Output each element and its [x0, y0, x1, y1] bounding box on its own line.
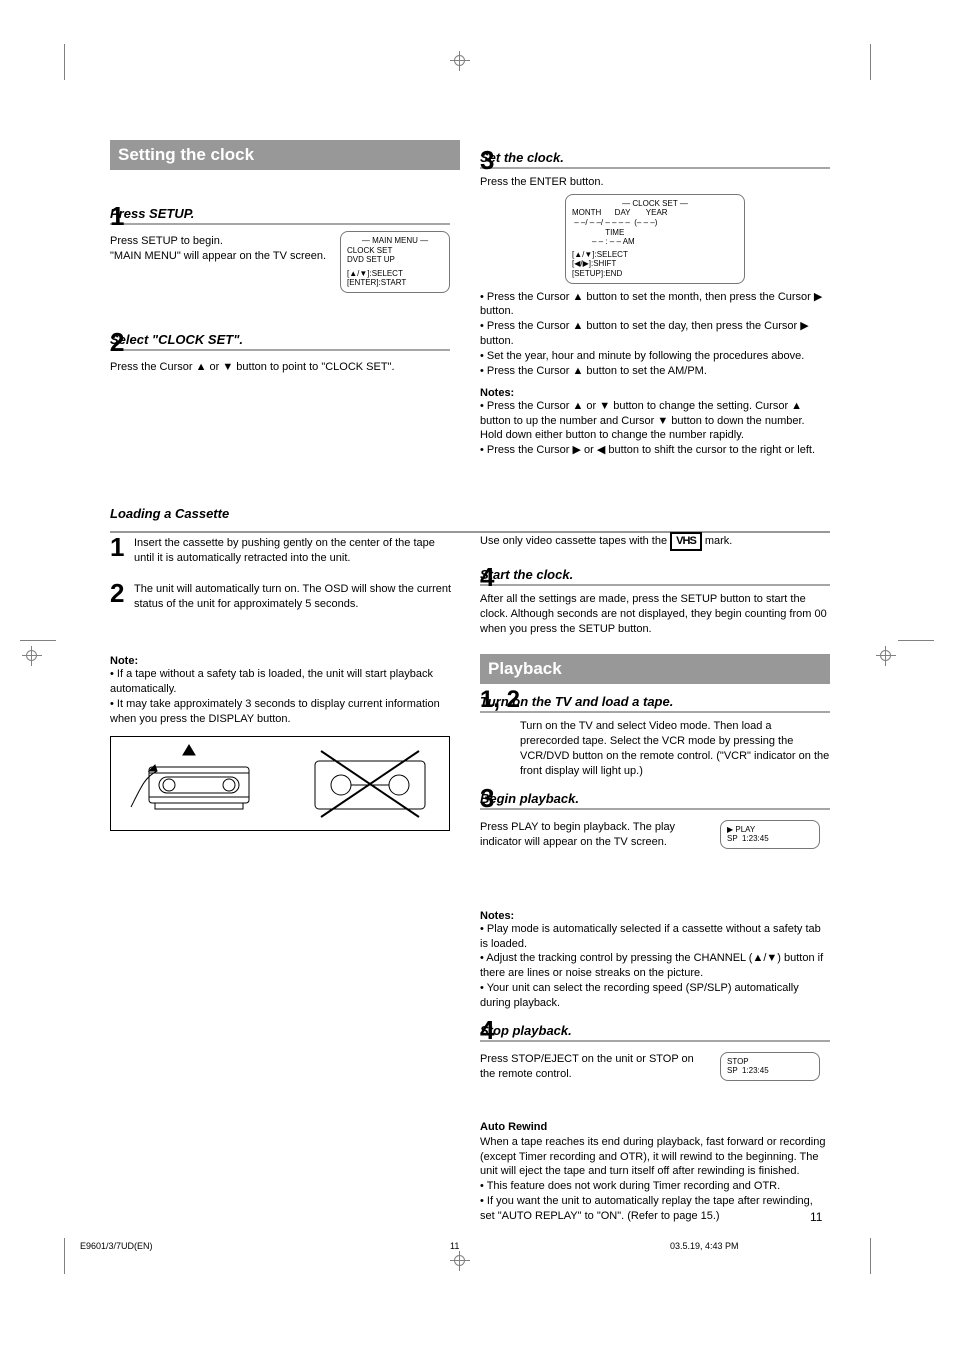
registration-mark [885, 646, 886, 666]
autorewind-note: • This feature does not work during Time… [480, 1179, 830, 1194]
note-title: Note: [110, 655, 460, 667]
clock-step3-note: • Press the Cursor ▶ or ◀ button to shif… [480, 443, 830, 458]
registration-mark [459, 1251, 460, 1271]
playback-step3-text: Press PLAY to begin playback. The play i… [480, 820, 710, 850]
step-number: 2 [110, 578, 124, 609]
note-title: Notes: [480, 387, 830, 399]
crop-mark [20, 640, 56, 641]
rule [480, 1040, 830, 1042]
rule [480, 584, 830, 586]
cassette-note1: • If a tape without a safety tab is load… [110, 667, 460, 697]
osd-footer: [▲/▼]:SELECT[ENTER]:START [347, 269, 443, 288]
step-number: 1 [110, 201, 124, 232]
rule [110, 223, 450, 225]
rule [480, 711, 830, 713]
osd-main-menu: — MAIN MENU — CLOCK SETDVD SET UP [▲/▼]:… [340, 231, 450, 293]
autorewind-text: When a tape reaches its end during playb… [480, 1135, 830, 1180]
cassette-note2: • It may take approximately 3 seconds to… [110, 697, 460, 727]
clock-step3-text: Press the ENTER button. [480, 175, 830, 190]
registration-mark [450, 60, 470, 61]
registration-mark [450, 1260, 470, 1261]
clock-step4-text: After all the settings are made, press t… [480, 592, 830, 637]
autorewind-title: Auto Rewind [480, 1120, 830, 1135]
osd-labels: MONTH DAY YEAR [572, 208, 738, 218]
crop-mark [870, 44, 871, 80]
cassette-step2-text: The unit will automatically turn on. The… [134, 582, 454, 612]
clock-step1-text: Press SETUP to begin."MAIN MENU" will ap… [110, 234, 330, 264]
crop-mark [870, 1238, 871, 1274]
osd-time-label: TIME [572, 228, 738, 238]
playback-note: • Adjust the tracking control by pressin… [480, 951, 830, 981]
playback-note: • Your unit can select the recording spe… [480, 981, 830, 1011]
osd-stop: STOP SP 1:23:45 [720, 1052, 820, 1081]
clock-step3-note: • Press the Cursor ▲ or ▼ button to chan… [480, 399, 830, 444]
osd-play-title: ▶ PLAY [727, 825, 813, 835]
footer-page: 11 [450, 1240, 459, 1252]
section-header-playback: Playback [480, 654, 830, 684]
clock-step3-heading: Set the clock. [480, 150, 830, 165]
step-number: 4 [480, 1015, 494, 1046]
vhs-logo: VHS [670, 532, 702, 551]
cassette-heading: Loading a Cassette [110, 506, 830, 521]
playback-note: • Play mode is automatically selected if… [480, 922, 830, 952]
clock-step3-bullet: • Press the Cursor ▲ button to set the m… [480, 290, 830, 320]
clock-step3-bullet: • Press the Cursor ▲ button to set the A… [480, 364, 830, 379]
footer-timestamp: 03.5.19, 4:43 PM [670, 1240, 739, 1252]
clock-step2-heading: Select "CLOCK SET". [110, 332, 460, 347]
registration-mark [22, 655, 42, 656]
crop-mark [64, 44, 65, 80]
page-number: 11 [810, 1210, 822, 1224]
note-title: Notes: [480, 910, 830, 922]
cassette-step1-text: Insert the cassette by pushing gently on… [134, 536, 454, 566]
osd-play: ▶ PLAY SP 1:23:45 [720, 820, 820, 849]
playback-step4-text: Press STOP/EJECT on the unit or STOP on … [480, 1052, 710, 1082]
step-number: 1, 2 [480, 686, 520, 714]
step-number: 3 [480, 145, 494, 176]
section-header-clock: Setting the clock [110, 140, 460, 170]
osd-time-value: – – : – – AM [572, 237, 738, 247]
playback-step4-heading: Stop playback. [480, 1023, 830, 1038]
osd-stop-title: STOP [727, 1057, 813, 1067]
step-number: 3 [480, 783, 494, 814]
osd-play-line: SP 1:23:45 [727, 834, 813, 844]
osd-title: — CLOCK SET — [572, 199, 738, 209]
registration-mark [459, 51, 460, 71]
playback-step3-heading: Begin playback. [480, 791, 830, 806]
clock-step3-bullet: • Set the year, hour and minute by follo… [480, 349, 830, 364]
rule [110, 349, 450, 351]
step-number: 1 [110, 532, 124, 563]
registration-mark [31, 646, 32, 666]
osd-stop-line: SP 1:23:45 [727, 1066, 813, 1076]
rule [480, 167, 830, 169]
cassette-mark-text: Use only video cassette tapes with the V… [480, 532, 830, 551]
registration-mark [876, 655, 896, 656]
cassette-figure [110, 736, 450, 831]
clock-step1-heading: Press SETUP. [110, 206, 460, 221]
autorewind-note: • If you want the unit to automatically … [480, 1194, 830, 1224]
osd-title: — MAIN MENU — [347, 236, 443, 246]
osd-footer: [▲/▼]:SELECT[◀/▶]:SHIFT[SETUP]:END [572, 250, 738, 279]
osd-clock-set: — CLOCK SET — MONTH DAY YEAR – –/ – –/ –… [565, 194, 745, 284]
cassette-svg [111, 737, 451, 832]
step-number: 2 [110, 327, 124, 358]
clock-step4-heading: Start the clock. [480, 567, 830, 582]
crop-mark [898, 640, 934, 641]
osd-items: CLOCK SETDVD SET UP [347, 246, 443, 265]
footer-model: E9601/3/7UD(EN) [80, 1240, 153, 1252]
osd-values: – –/ – –/ – – – – (– – –) [572, 218, 738, 228]
playback-step12-text: Turn on the TV and select Video mode. Th… [520, 719, 830, 778]
step-number: 4 [480, 562, 494, 593]
playback-step12-heading: Turn on the TV and load a tape. [480, 694, 830, 709]
rule [480, 808, 830, 810]
clock-step3-bullet: • Press the Cursor ▲ button to set the d… [480, 319, 830, 349]
crop-mark [64, 1238, 65, 1274]
clock-step2-text: Press the Cursor ▲ or ▼ button to point … [110, 360, 450, 375]
